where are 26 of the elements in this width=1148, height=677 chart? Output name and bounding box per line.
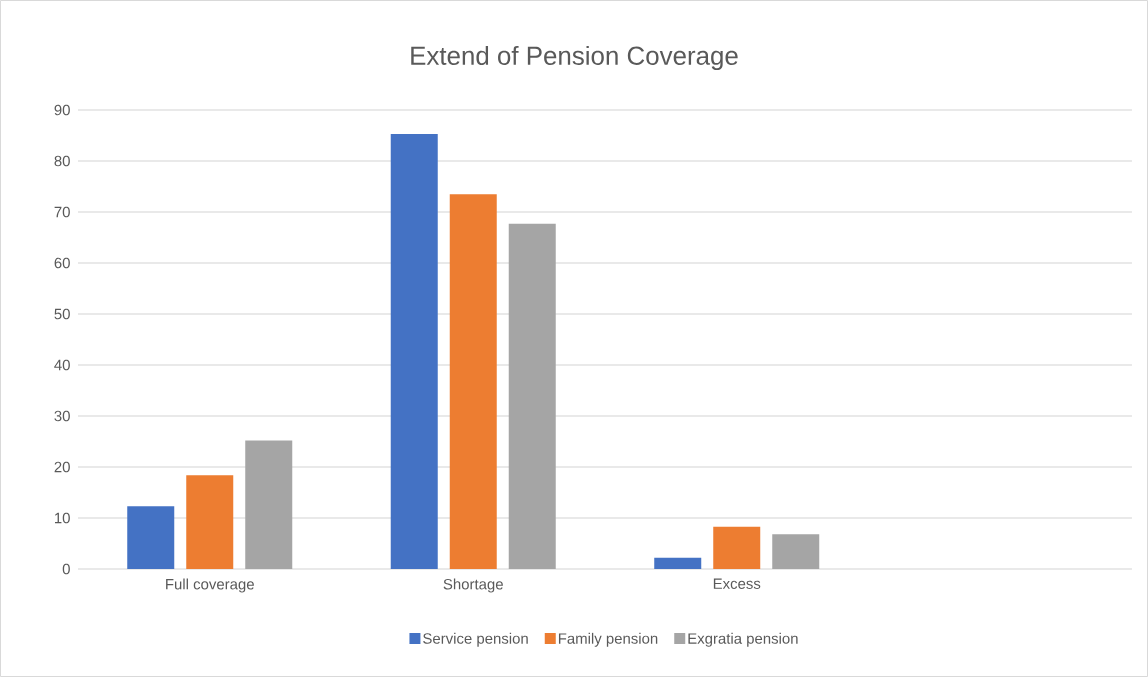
y-tick-label: 0 [62, 563, 70, 575]
y-tick-label: 90 [54, 104, 70, 116]
x-tick-label: Full coverage [166, 578, 254, 593]
y-tick-label: 40 [54, 359, 70, 371]
legend-label: Family pension [558, 632, 658, 647]
x-tick-label: Excess [713, 578, 761, 589]
chart-title: Extend of Pension Coverage [411, 45, 738, 71]
bar [127, 506, 175, 569]
y-tick-label: 50 [54, 308, 70, 320]
bar [390, 133, 438, 569]
bar [508, 223, 556, 569]
y-tick-label: 20 [54, 461, 70, 473]
bar [245, 440, 293, 569]
bar [186, 475, 234, 569]
legend-label: Exgratia pension [688, 632, 798, 647]
y-tick-label: 80 [54, 155, 70, 167]
bar [449, 194, 497, 569]
y-tick-label: 30 [54, 410, 70, 422]
y-tick-label: 10 [55, 512, 70, 524]
bar [713, 526, 761, 569]
legend-label: Service pension [423, 632, 528, 647]
bar [772, 534, 820, 569]
x-tick-label: Shortage [443, 578, 503, 593]
y-tick-label: 70 [54, 206, 70, 218]
y-tick-label: 60 [54, 257, 70, 269]
bar [654, 557, 702, 569]
